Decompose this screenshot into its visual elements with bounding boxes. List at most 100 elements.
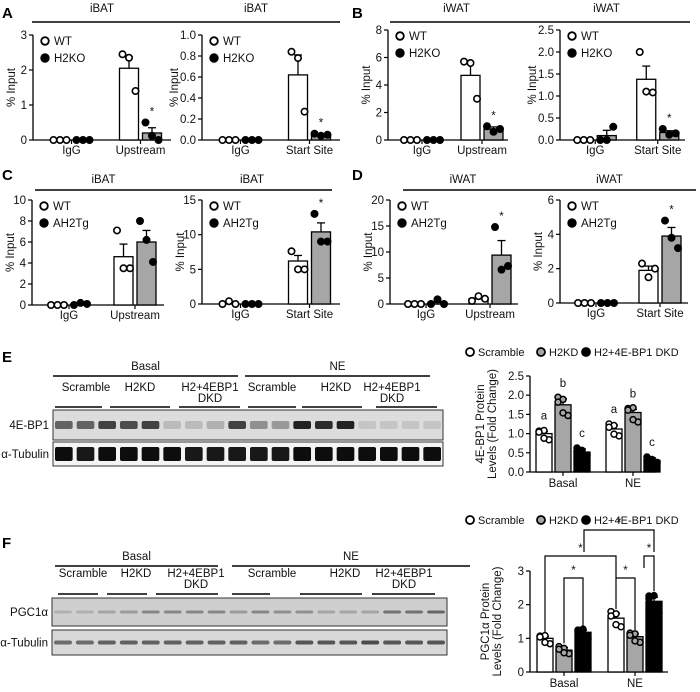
data-point [503,262,512,271]
group-label: DKD [184,579,208,591]
legend-marker [209,53,219,63]
data-point [635,47,644,56]
blot-band [207,610,226,614]
data-point [609,122,618,131]
data-point [426,299,435,308]
data-point [637,259,646,268]
x-category-label: Upstream [457,145,507,157]
blot-band [401,447,420,461]
condition-label: NE [330,361,346,373]
x-category-label: IgG [231,309,250,321]
data-point [399,136,408,145]
x-category-label: IgG [587,308,606,320]
blot-band [141,640,160,645]
blot-band [97,640,116,645]
blot-band [120,421,138,429]
blot-image [51,629,448,656]
x-category-label: IgG [413,145,432,157]
data-point [560,648,568,657]
data-point [574,626,582,635]
blot-band [427,640,445,645]
blot-band [141,447,160,461]
legend-marker [567,201,577,211]
legend-label: AH2Tg [223,218,259,230]
y-tick-label: 4 [20,258,27,270]
y-tick-label: 1 [21,100,27,112]
data-point [141,118,150,127]
blot-band [250,447,268,461]
chart-title: iWAT [596,174,623,186]
blot-band [361,610,380,614]
x-category-label: Upstream [465,309,515,321]
y-axis-label: % Input [5,232,17,272]
y-axis-label: Levels (Fold Change) [487,369,499,479]
y-tick-label: 2 [20,279,26,291]
blot-band [423,447,441,461]
y-tick-label: 6 [20,237,26,249]
data-point [55,136,64,145]
legend-label: H2KO [581,48,612,60]
data-point [254,299,263,308]
data-point [218,136,227,145]
data-point [76,298,85,307]
blot-band [185,447,203,461]
blot-band [383,610,402,614]
y-tick-label: 15 [371,221,384,233]
data-point [540,434,548,442]
blot-band [98,447,116,461]
data-point [573,298,582,307]
y-axis-label: % Input [527,65,539,105]
y-tick-label: 0.0 [538,135,554,147]
data-point [626,631,634,639]
blot-band [163,610,182,614]
y-tick-label: 0.6 [180,72,196,84]
data-point [118,50,127,59]
data-point [293,54,302,63]
blot-band [315,421,333,429]
data-point [429,136,438,145]
data-point [609,298,618,307]
panel-label-A: A [2,5,13,22]
legend-label: H2KO [223,53,254,65]
y-tick-label: 1.5 [538,69,554,81]
bar [113,256,134,306]
blot-band [228,421,246,429]
data-point [474,292,483,301]
legend-label: WT [54,36,72,48]
data-point [248,136,257,145]
x-category-label: NE [627,678,643,690]
y-tick-label: 2.5 [538,25,554,37]
data-point [573,136,582,145]
x-category-label: Basal [550,678,579,690]
x-category-label: NE [625,478,641,490]
blot-band [75,610,94,614]
data-point [310,209,319,218]
blot-band [271,421,290,429]
data-point [316,131,325,140]
data-point [596,298,605,307]
legend-label: H2KD [549,347,578,359]
data-point [59,300,68,309]
legend-label: H2KD [549,515,578,527]
blot-row-label: 4E-BP1 [9,420,49,432]
y-tick-label: 2 [548,264,554,276]
significance-mark: * [319,118,324,130]
blot-band [141,610,160,614]
data-point [46,300,55,309]
chart-title: iWAT [443,3,470,15]
chart-title: iBAT [91,174,115,186]
blot-band [358,447,376,461]
data-point [650,264,659,273]
significance-bracket [583,529,655,552]
panel-label-B: B [352,5,363,22]
blot-band [339,640,358,645]
legend-marker [395,48,405,58]
bar [287,74,309,141]
blot-band [361,640,380,645]
data-point [480,294,489,303]
group-letter: c [649,437,655,449]
y-axis-label: % Input [169,67,181,107]
group-label: Scramble [248,568,297,580]
y-tick-label: 8 [20,216,26,228]
panel-label-F: F [2,535,11,552]
